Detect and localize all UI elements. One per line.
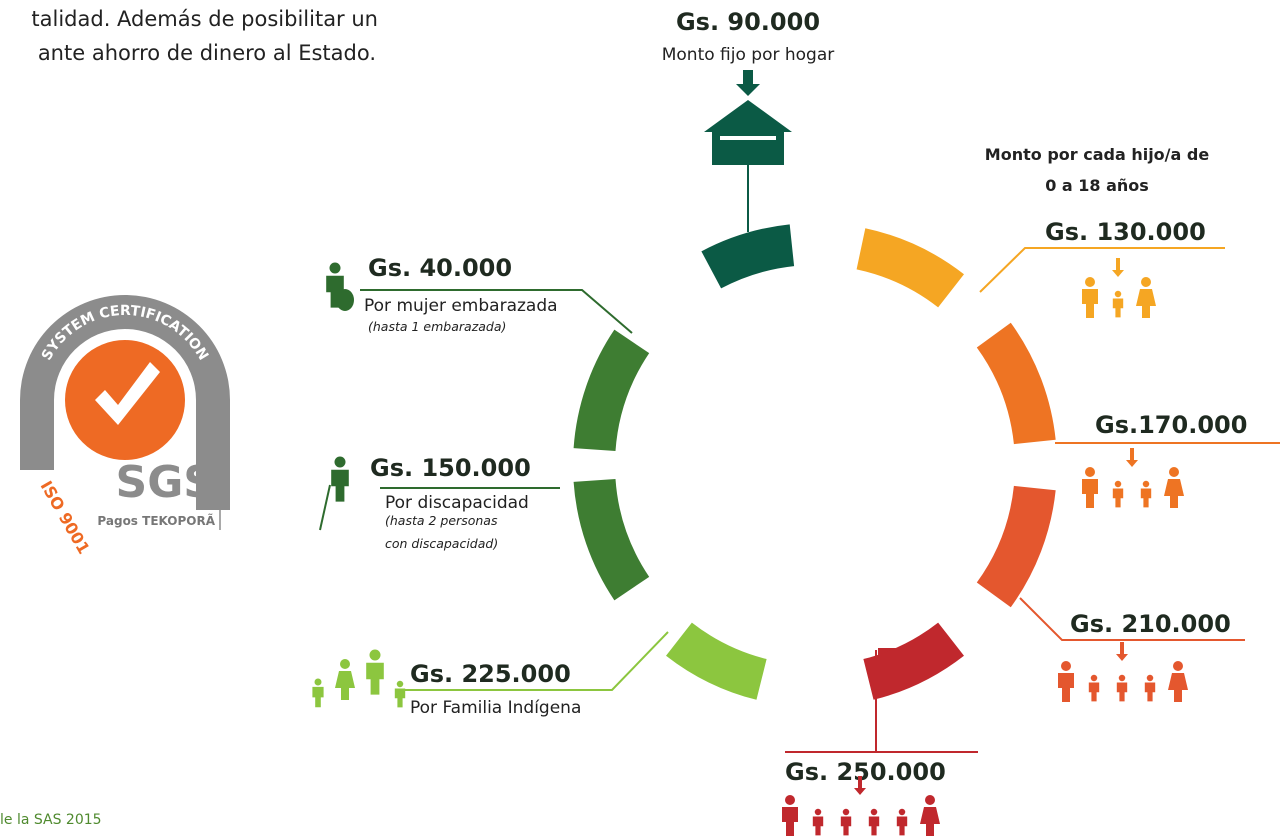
intro-line: talidad. Además de posibilitar un <box>31 7 378 31</box>
arc-segment <box>573 478 650 601</box>
icon-head <box>1061 661 1071 671</box>
amount: Gs. 90.000 <box>676 8 820 36</box>
connector <box>360 289 633 334</box>
icon-head <box>334 456 346 468</box>
arc-segment <box>573 329 650 452</box>
arc-segment <box>863 622 964 700</box>
icon-body <box>1136 289 1156 318</box>
amount: Gs.170.000 <box>1095 411 1247 439</box>
intro-line: ante ahorro de dinero al Estado. <box>38 41 376 65</box>
icon-body <box>1112 488 1124 508</box>
icon-head <box>369 649 381 661</box>
icon-body <box>1082 479 1098 508</box>
icon-head <box>1114 290 1122 298</box>
icon-body <box>896 816 908 836</box>
arc-segment <box>976 322 1056 445</box>
logo-iso: ISO 9001 <box>37 478 94 558</box>
icon-belly <box>336 289 354 311</box>
house <box>704 100 792 165</box>
note: (hasta 1 embarazada) <box>368 319 506 334</box>
icon-head <box>1090 674 1098 682</box>
icon-body <box>920 807 940 836</box>
connector <box>979 247 1225 293</box>
amount: Gs. 225.000 <box>410 660 571 688</box>
icon-body <box>782 807 798 836</box>
icon-head <box>785 795 795 805</box>
icon-body <box>1088 682 1100 702</box>
label: Por mujer embarazada <box>364 296 558 316</box>
connector <box>1019 597 1245 641</box>
icon-body <box>1082 289 1098 318</box>
arc-segment <box>666 622 767 700</box>
icon-head <box>898 808 906 816</box>
icon-body <box>394 688 406 708</box>
icon-body <box>1116 682 1128 702</box>
icon-head <box>1173 661 1183 671</box>
logo-brand: SGS <box>116 457 216 508</box>
icon-head <box>340 659 350 669</box>
icon-head <box>1085 277 1095 287</box>
amount: Gs. 150.000 <box>370 454 531 482</box>
icon-head <box>329 262 341 274</box>
icon-head <box>1085 467 1095 477</box>
icon-body <box>840 816 852 836</box>
arrow <box>736 70 760 96</box>
icon-body <box>1164 479 1184 508</box>
arc-segment <box>856 228 964 308</box>
icon-head <box>1114 480 1122 488</box>
connectors <box>360 165 1280 753</box>
icon-cane <box>319 484 331 531</box>
icon-body <box>812 816 824 836</box>
intro: talidad. Además de posibilitar un ante a… <box>31 7 378 65</box>
logo-caption: Pagos TEKOPORÃ <box>97 513 215 528</box>
logo-arch <box>20 295 230 510</box>
amount: Gs. 250.000 <box>785 758 946 786</box>
icon-body <box>331 469 349 502</box>
icon-arrow <box>1126 448 1138 467</box>
icon-body <box>868 816 880 836</box>
icon-head <box>314 678 322 686</box>
icon-body <box>335 671 355 700</box>
logo: SYSTEM CERTIFICATION ISO 9001 SGS Pagos … <box>20 295 230 557</box>
icon-body <box>1140 488 1152 508</box>
note: con discapacidad) <box>385 536 498 551</box>
logo-check <box>95 362 160 425</box>
icon-head <box>1146 674 1154 682</box>
icon-head <box>396 680 404 688</box>
icon-head <box>842 808 850 816</box>
amount: Gs. 210.000 <box>1070 610 1231 638</box>
note: (hasta 2 personas <box>385 513 498 528</box>
icon-body <box>1144 682 1156 702</box>
icon-arrow <box>1112 258 1124 277</box>
icon-body <box>366 662 384 695</box>
amount: Gs. 130.000 <box>1045 218 1206 246</box>
icon-head <box>1142 480 1150 488</box>
footer: le la SAS 2015 <box>0 812 102 828</box>
icon-body <box>1112 298 1124 318</box>
icon-head <box>1141 277 1151 287</box>
icon-head <box>870 808 878 816</box>
icon-head <box>1118 674 1126 682</box>
heading: Monto por cada hijo/a de <box>985 145 1210 164</box>
icon-body <box>312 686 324 708</box>
icon-arrow <box>1116 642 1128 661</box>
icon-body <box>1058 673 1074 702</box>
label: Monto fijo por hogar <box>662 45 835 65</box>
icon-arrow <box>854 776 866 795</box>
icon-head <box>814 808 822 816</box>
icon-head <box>925 795 935 805</box>
arc-segment <box>701 224 795 289</box>
heading: 0 a 18 años <box>1045 176 1149 195</box>
label: Por discapacidad <box>385 493 529 513</box>
amount: Gs. 40.000 <box>368 254 512 282</box>
icon-body <box>1168 673 1188 702</box>
arc-segment <box>976 485 1056 608</box>
connector <box>400 631 669 691</box>
house-stripe <box>720 136 776 140</box>
icon-head <box>1169 467 1179 477</box>
label: Por Familia Indígena <box>410 698 581 718</box>
